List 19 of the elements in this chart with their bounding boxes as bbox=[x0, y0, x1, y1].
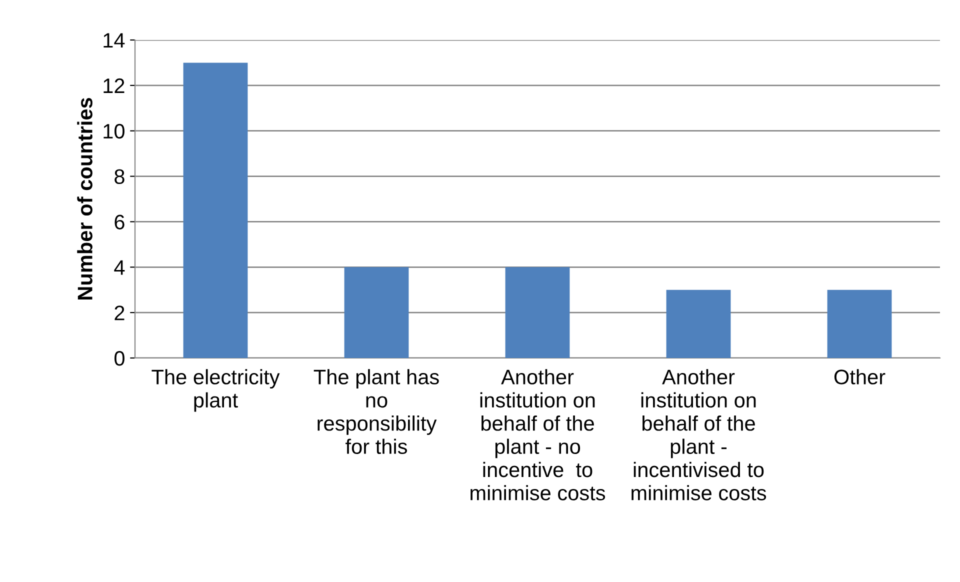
x-tick-label: The electricity plant bbox=[152, 369, 280, 412]
y-tick-label: 10 bbox=[104, 124, 124, 139]
y-tick-label: 4 bbox=[114, 260, 125, 275]
y-tick-label: 0 bbox=[114, 351, 124, 366]
x-tick-label: Another institution on behalf of the plant - no incentive to minimise costs bbox=[470, 369, 606, 500]
bar bbox=[183, 62, 248, 358]
y-tick-label: 12 bbox=[104, 78, 124, 93]
bar bbox=[666, 290, 731, 358]
bar bbox=[344, 267, 409, 358]
y-tick-label: 2 bbox=[114, 306, 124, 320]
y-tick-label: 14 bbox=[104, 33, 125, 48]
x-tick-label: Other bbox=[834, 369, 886, 384]
y-tick-label: 6 bbox=[114, 214, 124, 230]
x-tick-label: The plant has no responsibility for this bbox=[314, 369, 439, 454]
bar bbox=[505, 267, 570, 358]
y-tick-label: 8 bbox=[114, 169, 124, 184]
bar bbox=[827, 290, 892, 358]
y-axis-title: Number of countries bbox=[77, 98, 92, 300]
x-tick-label: Another institution on behalf of the plant - incentivised to minimise costs bbox=[632, 369, 766, 500]
